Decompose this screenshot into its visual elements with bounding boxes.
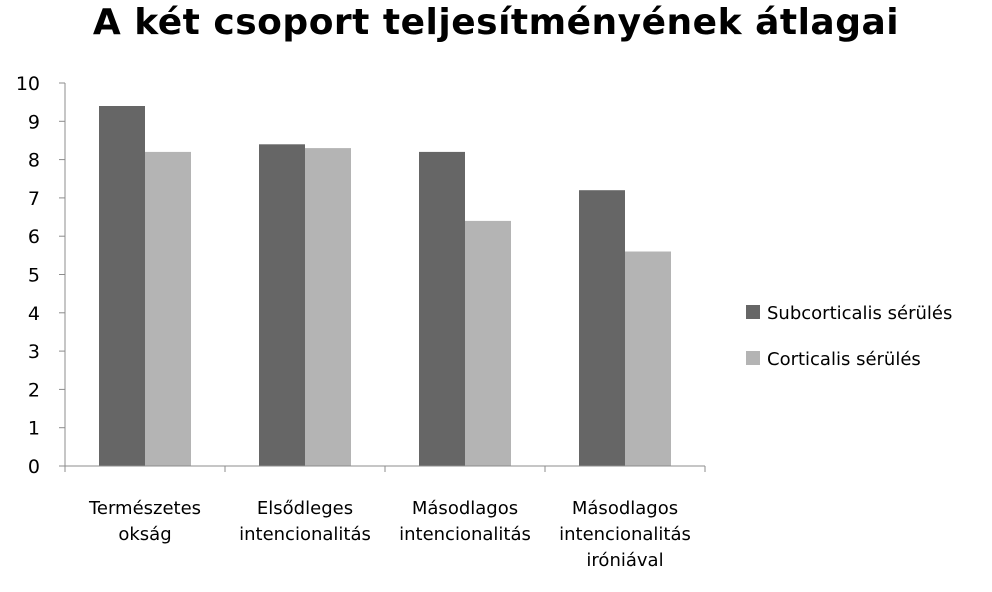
x-tick-label: Másodlagos intencionalitás iróniával (559, 498, 691, 571)
legend-label: Subcorticalis sérülés (767, 303, 952, 324)
legend-swatch (746, 305, 760, 319)
y-tick-label: 3 (28, 341, 40, 363)
y-tick-label: 4 (28, 303, 40, 325)
y-tick-label: 8 (28, 150, 40, 172)
y-tick-label: 9 (28, 111, 40, 133)
x-tick-label: Természetes okság (88, 498, 201, 545)
legend-swatch (746, 351, 760, 365)
y-tick-label: 5 (28, 265, 40, 287)
y-tick-label: 2 (28, 379, 40, 401)
y-tick-label: 1 (28, 418, 40, 440)
y-tick-label: 6 (28, 226, 40, 248)
bar (625, 251, 671, 466)
bar (99, 106, 145, 466)
bar (579, 190, 625, 466)
bar (465, 220, 511, 466)
y-tick-label: 7 (28, 188, 40, 210)
bar (305, 148, 351, 466)
bar (145, 151, 191, 466)
x-tick-label: Elsődleges intencionalitás (239, 498, 371, 545)
legend-label: Corticalis sérülés (767, 349, 921, 370)
chart-title: A két csoport teljesítményének átlagai (92, 2, 900, 43)
x-tick-label: Másodlagos intencionalitás (399, 498, 531, 545)
bar (259, 144, 305, 467)
y-tick-label: 10 (16, 73, 40, 95)
bar (419, 151, 465, 466)
y-tick-label: 0 (28, 456, 40, 478)
